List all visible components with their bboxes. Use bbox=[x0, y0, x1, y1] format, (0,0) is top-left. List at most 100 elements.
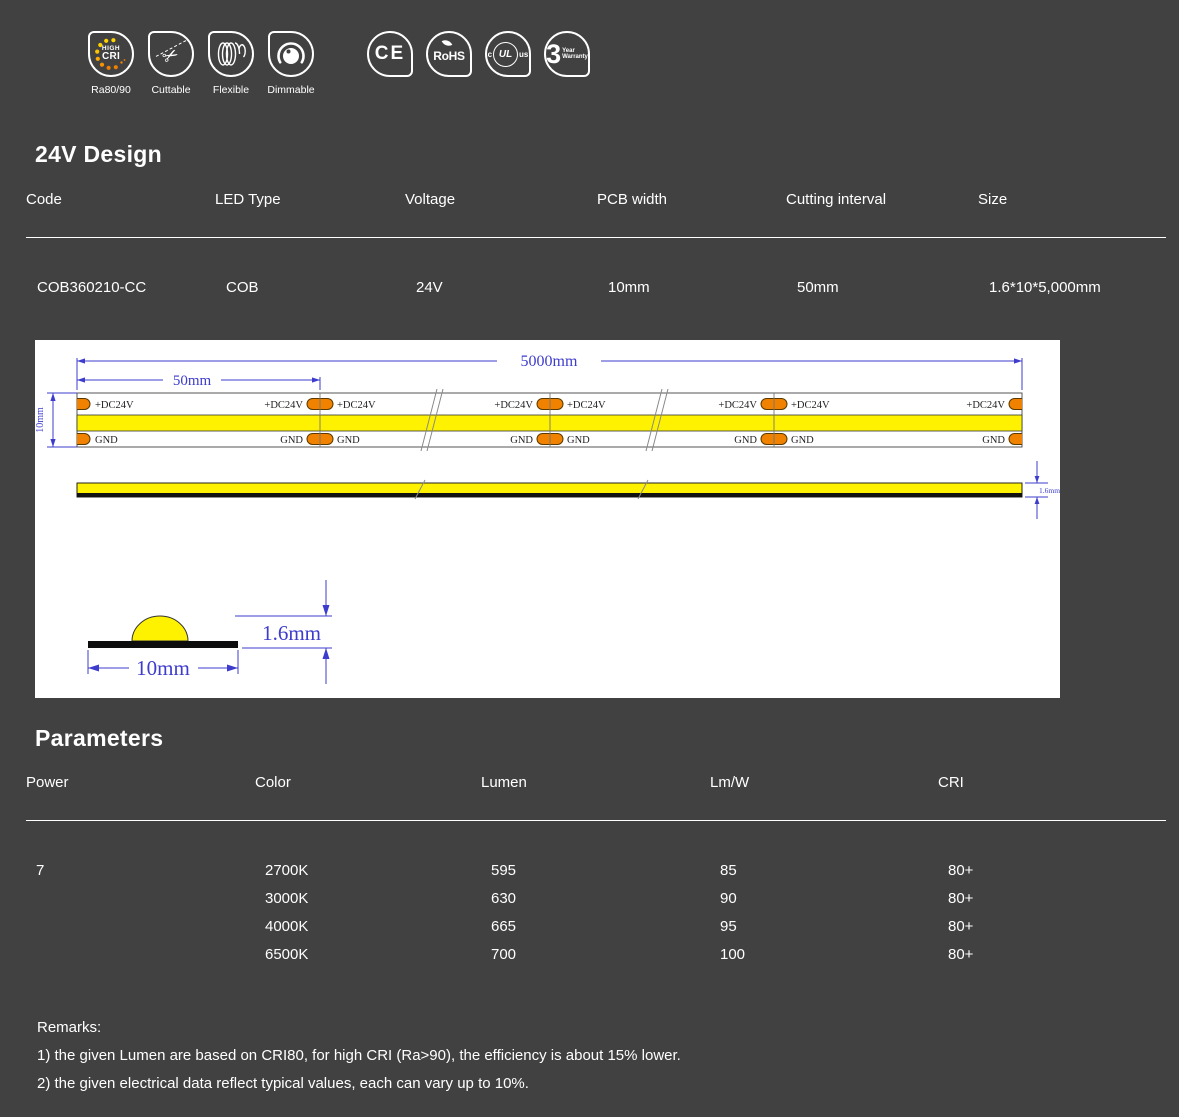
col-cutting-interval: Cutting interval bbox=[786, 191, 887, 208]
value-cri: 80+ bbox=[948, 946, 974, 963]
led-dome bbox=[131, 615, 189, 642]
feature-dimmable: Dimmable bbox=[261, 31, 321, 96]
warranty-line2: Warranty bbox=[562, 54, 588, 60]
col-led-type: LED Type bbox=[215, 191, 281, 208]
dimmable-icon bbox=[268, 31, 314, 77]
design-table: Code LED Type Voltage PCB width Cutting … bbox=[26, 191, 1166, 296]
value-color: 3000K bbox=[265, 890, 309, 907]
remarks-title: Remarks: bbox=[37, 1019, 102, 1036]
flexible-icon bbox=[208, 31, 254, 77]
rohs-text: RoHS bbox=[433, 49, 465, 63]
table-row: 4000K 665 95 80+ bbox=[26, 913, 1166, 941]
value-color: 2700K bbox=[265, 862, 309, 879]
value-power bbox=[26, 941, 255, 969]
remark-line-1: 1) the given Lumen are based on CRI80, f… bbox=[37, 1047, 681, 1064]
scissors-glyph: ✂ bbox=[159, 42, 183, 70]
svg-text:GND: GND bbox=[567, 435, 590, 446]
value-lmw: 100 bbox=[720, 946, 746, 963]
knob-glyph bbox=[277, 42, 305, 64]
svg-text:50mm: 50mm bbox=[173, 373, 212, 389]
svg-text:10mm: 10mm bbox=[136, 656, 190, 680]
certification-icons: CE RoHS c UL us 3 Year Warranty bbox=[367, 31, 590, 77]
warranty-line1: Year bbox=[562, 48, 575, 54]
strip-side-view: 1.6mm bbox=[76, 461, 1060, 519]
value-power bbox=[26, 913, 255, 941]
remark-line-2: 2) the given electrical data reflect typ… bbox=[37, 1075, 529, 1092]
svg-text:1.6mm: 1.6mm bbox=[1039, 486, 1060, 495]
svg-text:5000mm: 5000mm bbox=[521, 353, 578, 370]
feature-high-cri: HIGH CRI Ra80/90 bbox=[81, 31, 141, 96]
value-lumen: 595 bbox=[491, 862, 517, 879]
cri-text-main: CRI bbox=[101, 51, 121, 63]
ul-us-text: us bbox=[519, 49, 529, 59]
svg-text:10mm: 10mm bbox=[35, 407, 46, 433]
svg-text:GND: GND bbox=[734, 435, 757, 446]
svg-text:GND: GND bbox=[337, 435, 360, 446]
svg-text:+DC24V: +DC24V bbox=[337, 400, 376, 411]
value-lmw: 95 bbox=[720, 918, 737, 935]
design-section-title: 24V Design bbox=[35, 141, 162, 167]
feature-label-cuttable: Cuttable bbox=[151, 84, 191, 96]
svg-text:+DC24V: +DC24V bbox=[567, 400, 606, 411]
svg-text:+DC24V: +DC24V bbox=[718, 400, 757, 411]
cri-text: HIGH CRI bbox=[90, 33, 132, 75]
feature-label-dimmable: Dimmable bbox=[267, 84, 315, 96]
value-power bbox=[26, 885, 255, 913]
svg-text:GND: GND bbox=[510, 435, 533, 446]
col-color: Color bbox=[255, 774, 291, 791]
cob-phosphor-stripe bbox=[76, 414, 1023, 432]
feature-label-ra: Ra80/90 bbox=[91, 84, 131, 96]
feature-flexible: Flexible bbox=[201, 31, 261, 96]
parameters-table-header: Power Color Lumen Lm/W CRI bbox=[26, 774, 1166, 821]
remarks-block: Remarks: 1) the given Lumen are based on… bbox=[37, 1014, 1179, 1098]
value-lmw: 85 bbox=[720, 862, 737, 879]
svg-text:+DC24V: +DC24V bbox=[966, 400, 1005, 411]
value-lumen: 630 bbox=[491, 890, 517, 907]
svg-text:+DC24V: +DC24V bbox=[494, 400, 533, 411]
svg-text:+DC24V: +DC24V bbox=[95, 400, 134, 411]
top-icons-row: HIGH CRI Ra80/90 ✂ Cuttable Flexible bbox=[0, 0, 1179, 96]
ul-row: c UL us bbox=[487, 41, 529, 67]
warranty-row: 3 Year Warranty bbox=[546, 38, 588, 69]
feature-label-flexible: Flexible bbox=[212, 84, 250, 96]
col-voltage: Voltage bbox=[405, 191, 456, 208]
cuttable-icon: ✂ bbox=[148, 31, 194, 77]
parameters-table: Power Color Lumen Lm/W CRI 7 2700K 595 8… bbox=[26, 774, 1166, 969]
value-cri: 80+ bbox=[948, 890, 974, 907]
col-code: Code bbox=[26, 191, 62, 208]
high-cri-icon: HIGH CRI bbox=[88, 31, 134, 77]
svg-text:GND: GND bbox=[280, 435, 303, 446]
leaf-icon bbox=[441, 37, 453, 49]
warranty-number: 3 bbox=[546, 38, 562, 69]
ul-circle: UL bbox=[493, 41, 519, 67]
design-table-header: Code LED Type Voltage PCB width Cutting … bbox=[26, 191, 1166, 238]
strip-diagram: +DC24V GND +DC24V +DC24V GND GND +DC24V … bbox=[35, 353, 1060, 684]
break-marks-top-view bbox=[420, 388, 669, 452]
svg-text:1.6mm: 1.6mm bbox=[262, 621, 321, 645]
warranty-icon: 3 Year Warranty bbox=[544, 31, 590, 77]
value-lmw: 90 bbox=[720, 890, 737, 907]
value-lumen: 665 bbox=[491, 918, 517, 935]
cri-dots-arc bbox=[95, 38, 126, 70]
dimension-cut-interval: 50mm bbox=[77, 373, 321, 390]
dimension-pcb-width: 10mm bbox=[35, 392, 77, 448]
value-voltage: 24V bbox=[416, 279, 443, 296]
svg-text:+DC24V: +DC24V bbox=[791, 400, 830, 411]
table-row: 6500K 700 100 80+ bbox=[26, 941, 1166, 969]
value-color: 6500K bbox=[265, 946, 309, 963]
ce-mark-icon: CE bbox=[367, 31, 413, 77]
value-code: COB360210-CC bbox=[37, 279, 147, 296]
rohs-icon: RoHS bbox=[426, 31, 472, 77]
value-lumen: 700 bbox=[491, 946, 517, 963]
cri-text-top: HIGH bbox=[101, 44, 121, 52]
col-lmw: Lm/W bbox=[710, 774, 750, 791]
value-cri: 80+ bbox=[948, 918, 974, 935]
value-size: 1.6*10*5,000mm bbox=[989, 279, 1101, 296]
warranty-text: Year Warranty bbox=[562, 48, 588, 60]
parameters-table-body: 7 2700K 595 85 80+ 3000K 630 90 80+ 4000… bbox=[26, 857, 1166, 969]
ul-c-text: c bbox=[487, 49, 493, 59]
value-pcb-width: 10mm bbox=[608, 279, 650, 296]
col-pcb-width: PCB width bbox=[597, 191, 668, 208]
value-color: 4000K bbox=[265, 918, 309, 935]
col-size: Size bbox=[978, 191, 1008, 208]
